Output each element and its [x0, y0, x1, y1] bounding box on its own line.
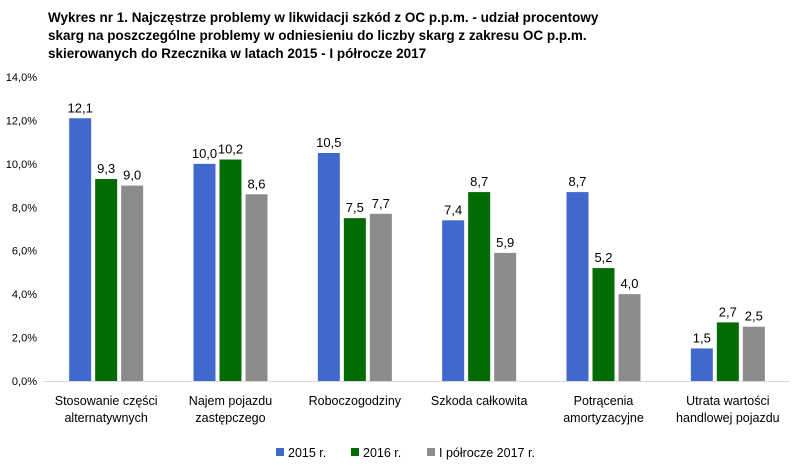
category-label: handlowej pojazdu: [676, 411, 780, 425]
data-label: 8,7: [470, 174, 488, 189]
bar: [317, 153, 340, 381]
bar: [618, 294, 641, 381]
data-label: 7,4: [444, 202, 462, 217]
data-label: 5,9: [496, 235, 514, 250]
bar: [494, 252, 517, 381]
bar: [343, 218, 366, 381]
bar: [690, 348, 713, 381]
data-label: 10,0: [192, 146, 217, 161]
bar: [592, 268, 615, 381]
data-label: 5,2: [594, 250, 612, 265]
data-label: 2,7: [719, 304, 737, 319]
bar: [468, 192, 491, 381]
category-label: Stosowanie części: [55, 394, 158, 408]
bar: [566, 192, 589, 381]
category-label: alternatywnych: [64, 411, 147, 425]
bar: [219, 159, 242, 381]
bar: [369, 213, 392, 381]
bar: [245, 194, 268, 381]
category-label: zastępczego: [195, 411, 265, 425]
y-tick-label: 6,0%: [12, 246, 37, 258]
chart-title-line-2: skarg na poszczególne problemy w odniesi…: [48, 28, 587, 43]
chart-title-line-1: Wykres nr 1. Najczęstrze problemy w likw…: [48, 10, 599, 25]
bar: [95, 179, 118, 381]
y-tick-label: 8,0%: [12, 202, 37, 214]
bar: [742, 326, 765, 381]
data-label: 8,7: [568, 174, 586, 189]
category-label: amortyzacyjne: [563, 411, 644, 425]
data-label: 2,5: [745, 309, 763, 324]
chart-title: Wykres nr 1. Najczęstrze problemy w likw…: [48, 9, 688, 63]
bar: [121, 185, 144, 381]
bar: [69, 118, 92, 381]
data-label: 10,5: [316, 135, 341, 150]
y-tick-label: 10,0%: [6, 159, 37, 171]
category-label: Roboczogodziny: [309, 394, 402, 408]
y-tick-label: 0,0%: [12, 376, 37, 388]
bar: [442, 220, 465, 381]
bar: [193, 163, 216, 381]
data-label: 4,0: [620, 276, 638, 291]
legend-label: I półrocze 2017 r.: [439, 446, 535, 460]
data-label: 12,1: [68, 100, 93, 115]
data-label: 1,5: [693, 330, 711, 345]
category-label: Utrata wartości: [686, 394, 769, 408]
data-label: 9,3: [97, 161, 115, 176]
legend-label: 2015 r.: [288, 446, 326, 460]
data-label: 10,2: [218, 142, 243, 157]
data-label: 7,5: [346, 200, 364, 215]
data-label: 8,6: [247, 176, 265, 191]
bar: [716, 322, 739, 381]
legend-swatch: [351, 448, 359, 456]
category-label: Najem pojazdu: [189, 394, 272, 408]
category-label: Potrącenia: [574, 394, 634, 408]
data-label: 9,0: [123, 168, 141, 183]
y-tick-label: 4,0%: [12, 289, 37, 301]
y-tick-label: 14,0%: [6, 72, 37, 84]
category-label: Szkoda całkowita: [431, 394, 528, 408]
y-tick-label: 2,0%: [12, 333, 37, 345]
legend-label: 2016 r.: [363, 446, 401, 460]
y-tick-label: 12,0%: [6, 115, 37, 127]
legend-swatch: [427, 448, 435, 456]
chart-title-line-3: skierowanych do Rzecznika w latach 2015 …: [48, 46, 427, 61]
data-label: 7,7: [372, 196, 390, 211]
legend-swatch: [276, 448, 284, 456]
